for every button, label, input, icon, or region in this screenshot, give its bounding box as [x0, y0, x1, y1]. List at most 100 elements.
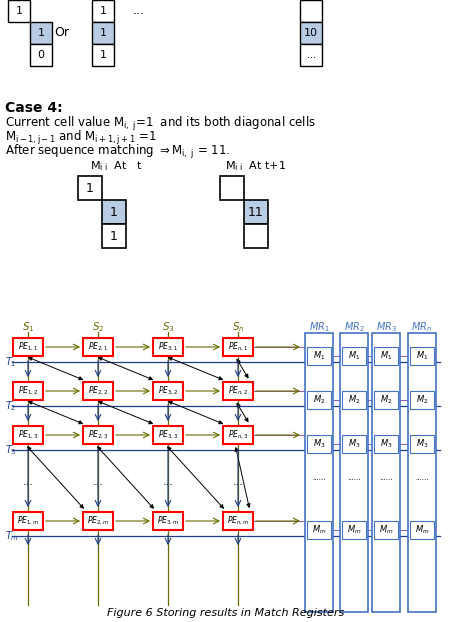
Bar: [83, 426, 113, 444]
Text: $M_3$: $M_3$: [415, 438, 427, 450]
Text: $S_3$: $S_3$: [161, 320, 174, 334]
Text: $PE_{n,2}$: $PE_{n,2}$: [227, 385, 248, 397]
Bar: [78, 176, 102, 200]
Text: ...: ...: [133, 4, 145, 17]
Text: $PE_{2,1}$: $PE_{2,1}$: [87, 341, 108, 353]
Bar: [306, 347, 330, 365]
Bar: [299, 22, 321, 44]
Text: $PE_{2,m}$: $PE_{2,m}$: [87, 515, 109, 527]
Bar: [339, 333, 367, 612]
Text: ...: ...: [162, 477, 173, 487]
Bar: [13, 338, 43, 356]
Text: $M_3$: $M_3$: [379, 438, 391, 450]
Text: $MR_n$: $MR_n$: [410, 320, 432, 334]
Text: $T_2$: $T_2$: [5, 399, 17, 413]
Text: ...: ...: [92, 477, 103, 487]
Text: $M_1$: $M_1$: [379, 350, 391, 362]
Text: 1: 1: [37, 28, 44, 38]
Bar: [371, 333, 399, 612]
Text: $\mathregular{M_{i\ i}}$  At   t: $\mathregular{M_{i\ i}}$ At t: [90, 159, 143, 173]
Bar: [341, 391, 365, 409]
Bar: [222, 426, 253, 444]
Text: $PE_{2,2}$: $PE_{2,2}$: [87, 385, 108, 397]
Text: $PE_{3,2}$: $PE_{3,2}$: [157, 385, 178, 397]
Text: After sequence matching $\Rightarrow$$\mathregular{M_{i,\ j}}$ = 11.: After sequence matching $\Rightarrow$$\m…: [5, 143, 230, 161]
Text: $PE_{3,3}$: $PE_{3,3}$: [157, 429, 178, 441]
Bar: [152, 426, 183, 444]
Text: $T_m$: $T_m$: [5, 529, 19, 543]
Text: $M_3$: $M_3$: [312, 438, 325, 450]
Bar: [152, 382, 183, 400]
Text: $S_2$: $S_2$: [92, 320, 104, 334]
Text: 1: 1: [99, 6, 106, 16]
Bar: [83, 338, 113, 356]
Text: 1: 1: [86, 182, 94, 195]
Text: $M_m$: $M_m$: [378, 524, 392, 536]
Bar: [299, 44, 321, 66]
Text: Case 4:: Case 4:: [5, 101, 63, 115]
Text: $M_2$: $M_2$: [347, 394, 359, 406]
Bar: [92, 44, 114, 66]
Bar: [13, 382, 43, 400]
Bar: [92, 0, 114, 22]
Bar: [341, 435, 365, 453]
Bar: [373, 521, 397, 539]
Text: $M_2$: $M_2$: [415, 394, 427, 406]
Text: ......: ......: [414, 475, 428, 481]
Bar: [409, 521, 433, 539]
Bar: [409, 391, 433, 409]
Text: ...: ...: [23, 477, 33, 487]
Bar: [92, 22, 114, 44]
Bar: [13, 426, 43, 444]
Bar: [222, 512, 253, 530]
Text: 11: 11: [248, 205, 263, 218]
Bar: [152, 338, 183, 356]
Bar: [299, 0, 321, 22]
Text: 1: 1: [110, 205, 118, 218]
Text: 1: 1: [99, 28, 106, 38]
Bar: [8, 0, 30, 22]
Text: $M_2$: $M_2$: [379, 394, 391, 406]
Text: $MR_2$: $MR_2$: [343, 320, 364, 334]
Text: $PE_{n,m}$: $PE_{n,m}$: [226, 515, 249, 527]
Text: $PE_{2,3}$: $PE_{2,3}$: [87, 429, 108, 441]
Text: 0: 0: [37, 50, 44, 60]
Text: 1: 1: [99, 50, 106, 60]
Text: 1: 1: [15, 6, 23, 16]
Text: Figure 6 Storing results in Match Registers: Figure 6 Storing results in Match Regist…: [107, 608, 344, 618]
Bar: [373, 347, 397, 365]
Text: $PE_{n,3}$: $PE_{n,3}$: [227, 429, 248, 441]
Bar: [220, 176, 244, 200]
Text: ......: ......: [312, 475, 325, 481]
Bar: [222, 338, 253, 356]
Text: $PE_{3,m}$: $PE_{3,m}$: [156, 515, 179, 527]
Bar: [306, 391, 330, 409]
Text: $T_3$: $T_3$: [5, 443, 17, 457]
Bar: [13, 512, 43, 530]
Bar: [222, 382, 253, 400]
Text: $M_m$: $M_m$: [414, 524, 428, 536]
Bar: [83, 512, 113, 530]
Bar: [341, 521, 365, 539]
Text: $S_n$: $S_n$: [231, 320, 244, 334]
Bar: [306, 521, 330, 539]
Bar: [30, 44, 52, 66]
Text: $M_1$: $M_1$: [312, 350, 324, 362]
Text: $S_1$: $S_1$: [22, 320, 34, 334]
Bar: [102, 200, 126, 224]
Bar: [244, 224, 267, 248]
Text: 1: 1: [110, 230, 118, 243]
Bar: [304, 333, 332, 612]
Text: ...: ...: [232, 477, 243, 487]
Text: $PE_{1,m}$: $PE_{1,m}$: [17, 515, 39, 527]
Bar: [83, 382, 113, 400]
Text: $M_3$: $M_3$: [347, 438, 359, 450]
Text: $M_m$: $M_m$: [311, 524, 326, 536]
Bar: [244, 200, 267, 224]
Text: $M_1$: $M_1$: [347, 350, 359, 362]
Text: ......: ......: [346, 475, 360, 481]
Text: $M_1$: $M_1$: [415, 350, 427, 362]
Bar: [152, 512, 183, 530]
Text: $PE_{1,1}$: $PE_{1,1}$: [18, 341, 38, 353]
Text: $\mathregular{M_{i\ i}}$  At t+1: $\mathregular{M_{i\ i}}$ At t+1: [225, 159, 285, 173]
